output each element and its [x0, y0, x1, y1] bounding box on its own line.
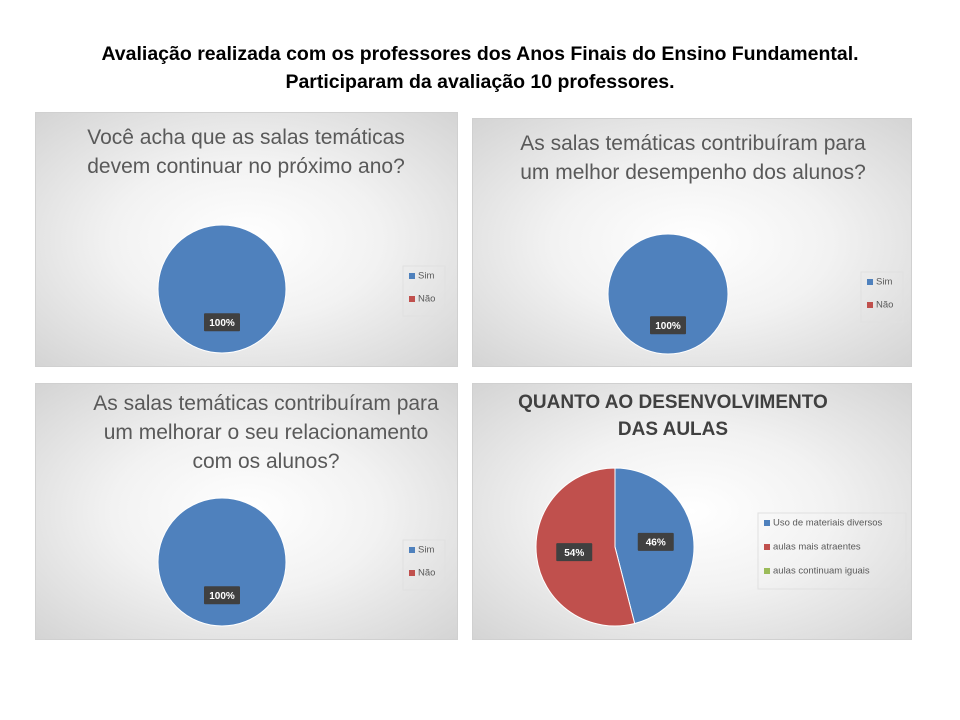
legend-label: Sim: [876, 277, 892, 288]
legend-swatch: [764, 568, 770, 574]
legend-label: Uso de materiais diversos: [773, 518, 883, 529]
legend-label: Sim: [418, 271, 434, 282]
data-label: 46%: [646, 537, 666, 548]
legend-swatch: [409, 296, 415, 302]
chart-panel: As salas temáticas contribuíram para um …: [472, 118, 912, 367]
legend-swatch: [867, 279, 873, 285]
chart-title: Você acha que as salas temáticas devem c…: [87, 126, 405, 178]
page-title: Avaliação realizada com os professores d…: [101, 43, 859, 93]
data-label-box: [556, 543, 593, 562]
chart-title: QUANTO AO DESENVOLVIMENTO DAS AULAS: [518, 392, 828, 440]
data-label: 54%: [564, 548, 584, 559]
chart-panel: Você acha que as salas temáticas devem c…: [35, 112, 458, 367]
legend-label: Não: [876, 300, 893, 311]
chart-panel: As salas temáticas contribuíram para um …: [35, 383, 458, 640]
legend-swatch: [764, 544, 770, 550]
legend-box: [757, 512, 907, 590]
data-label-box: [637, 532, 674, 551]
legend-swatch: [764, 520, 770, 526]
data-label-box: [204, 586, 240, 605]
legend-label: aulas mais atraentes: [773, 542, 861, 553]
legend-box: [860, 271, 904, 323]
data-label-box: [650, 316, 686, 335]
pie-slice: [157, 224, 287, 354]
legend-label: Sim: [418, 545, 434, 556]
pie-chart: 46% 54% Uso de materiais diversos aulas mai…: [535, 467, 907, 627]
legend-label: aulas continuam iguais: [773, 566, 870, 577]
pie-chart: 100% Sim Não: [157, 224, 446, 354]
pie-chart: 100% Sim Não: [157, 497, 446, 627]
data-label: 100%: [209, 318, 235, 329]
chart-panel: QUANTO AO DESENVOLVIMENTO DAS AULAS 46% 54…: [472, 383, 912, 640]
legend-label: Não: [418, 568, 435, 579]
legend-swatch: [409, 273, 415, 279]
data-label: 100%: [209, 591, 235, 602]
pie-chart: 100% Sim Não: [607, 233, 904, 355]
pie-slice: [157, 497, 287, 627]
legend-swatch: [867, 302, 873, 308]
legend-label: Não: [418, 294, 435, 305]
legend-box: [402, 265, 446, 317]
data-label-box: [204, 313, 240, 332]
data-label: 100%: [655, 321, 681, 332]
pie-slice: [607, 233, 729, 355]
chart-title: As salas temáticas contribuíram para um …: [93, 392, 439, 473]
legend-swatch: [409, 547, 415, 553]
chart-title: As salas temáticas contribuíram para um …: [520, 132, 866, 184]
legend-box: [402, 539, 446, 591]
legend-swatch: [409, 570, 415, 576]
